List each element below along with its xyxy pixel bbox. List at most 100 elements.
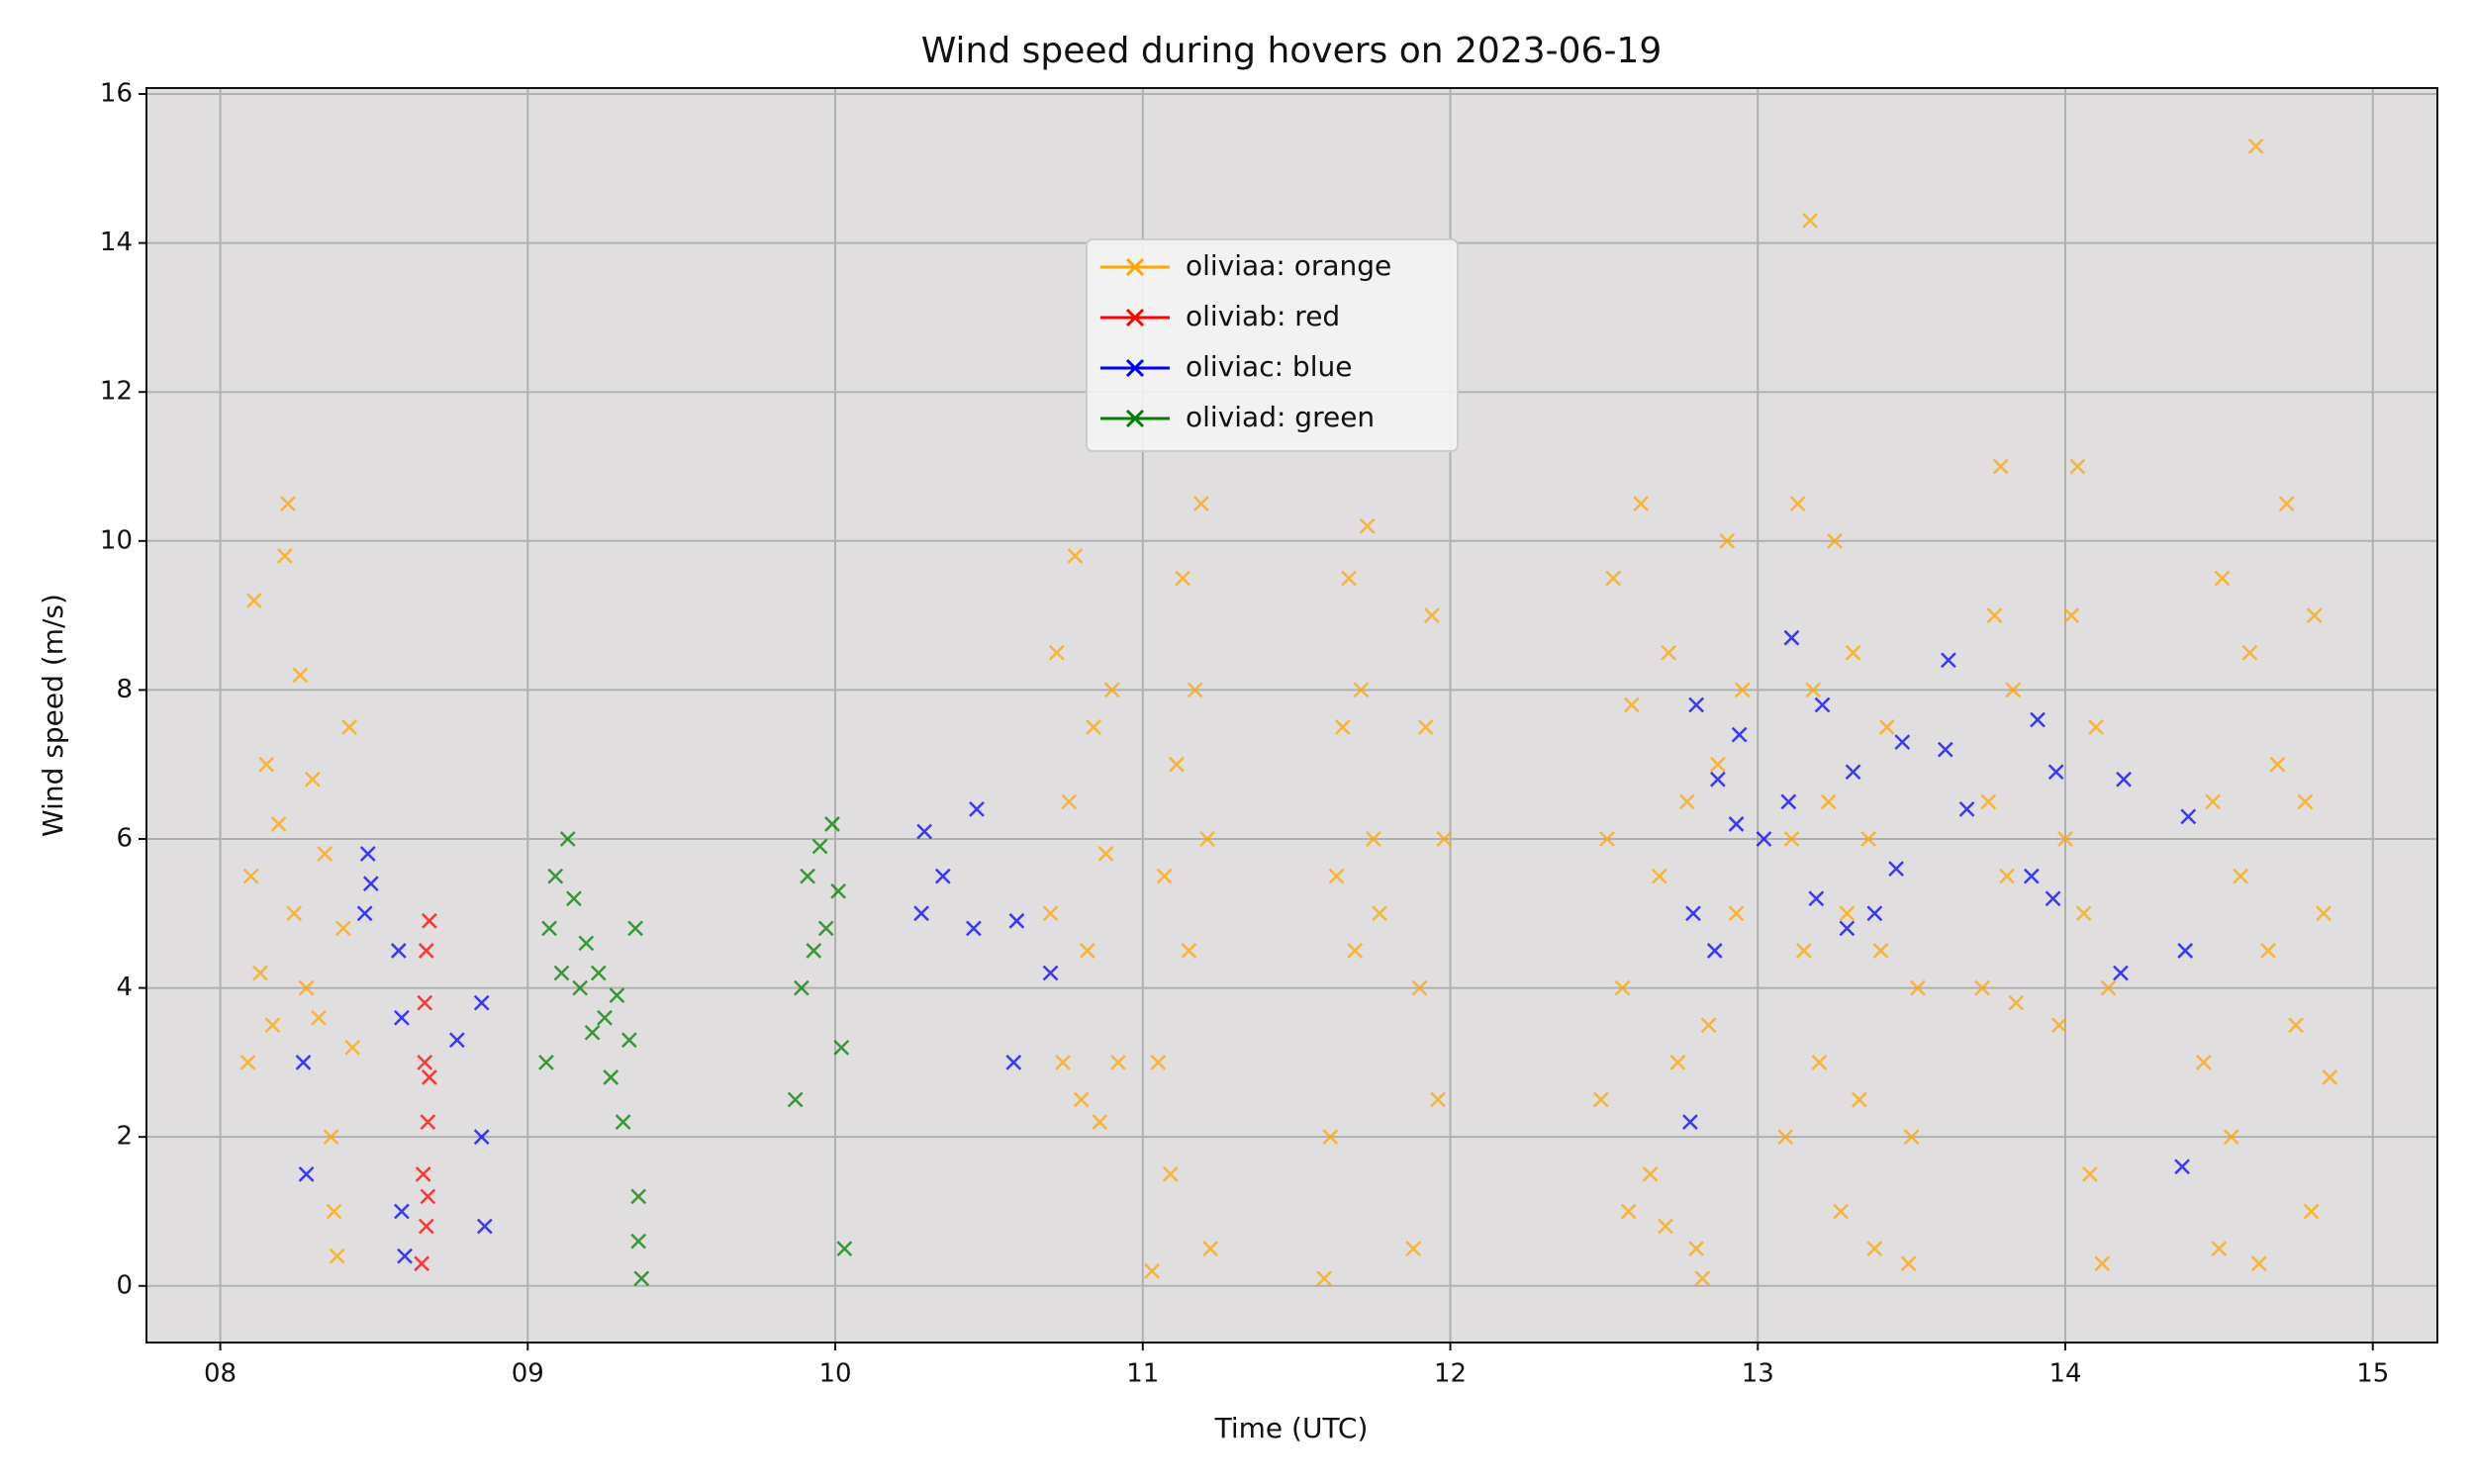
data-point	[1372, 905, 1387, 922]
data-point	[553, 965, 570, 981]
data-point	[1728, 905, 1745, 922]
data-point	[1150, 1054, 1167, 1070]
data-point	[1839, 920, 1856, 937]
data-point	[1599, 831, 1615, 847]
data-point	[245, 593, 262, 608]
data-point	[2180, 808, 2197, 825]
y-tick-label: 4	[116, 973, 133, 1002]
data-point	[2303, 1203, 2320, 1220]
data-point	[2241, 644, 2258, 661]
data-point	[2297, 793, 2314, 810]
data-point	[2306, 607, 2323, 623]
data-point	[572, 979, 589, 996]
data-point	[1430, 1091, 1446, 1108]
data-point	[1199, 831, 1215, 847]
data-point	[811, 838, 828, 855]
data-point	[966, 920, 982, 937]
x-tick-label: 15	[2356, 1359, 2389, 1389]
data-point	[2223, 1129, 2239, 1146]
x-tick-label: 11	[1126, 1359, 1159, 1389]
data-point	[362, 876, 379, 892]
legend-label: oliviac: blue	[1186, 350, 1352, 383]
data-point	[2069, 458, 2086, 475]
data-point	[2050, 1017, 2067, 1034]
data-point	[603, 1069, 619, 1085]
data-point	[1839, 905, 1856, 922]
data-point	[1888, 861, 1904, 877]
data-point	[1103, 682, 1120, 698]
data-point	[538, 1054, 554, 1070]
data-point	[913, 905, 929, 922]
data-point	[1042, 905, 1059, 922]
data-point	[1365, 831, 1381, 847]
data-point	[298, 979, 315, 996]
data-point	[1734, 682, 1751, 698]
data-point	[1316, 1270, 1333, 1287]
data-point	[566, 890, 582, 907]
data-point	[421, 912, 437, 929]
data-point	[2005, 682, 2022, 698]
data-point	[2278, 496, 2295, 512]
legend-label: oliviab: red	[1186, 300, 1340, 332]
data-point	[448, 1032, 465, 1049]
data-point	[1424, 607, 1440, 623]
data-point	[2205, 793, 2222, 810]
data-point	[1986, 607, 2003, 623]
data-point	[1833, 1203, 1850, 1220]
legend-marker	[1125, 308, 1145, 327]
data-point	[1709, 771, 1726, 788]
data-point	[414, 1255, 429, 1272]
x-tick-label: 09	[512, 1359, 544, 1389]
x-tick-label: 12	[1434, 1359, 1467, 1389]
data-point	[1614, 979, 1631, 996]
data-point	[473, 1129, 490, 1146]
data-point	[1980, 793, 1997, 810]
data-point	[2247, 138, 2264, 154]
data-point	[824, 816, 840, 832]
data-point	[1909, 979, 1926, 996]
data-point	[1894, 734, 1911, 750]
legend-label: oliviad: green	[1186, 401, 1375, 433]
data-point	[1661, 644, 1677, 661]
data-point	[1192, 496, 1209, 512]
data-point	[1411, 979, 1428, 996]
data-point	[1685, 905, 1701, 922]
marks	[239, 138, 2338, 1287]
data-point	[1405, 1241, 1422, 1257]
data-point	[2094, 1255, 2111, 1272]
data-point	[1974, 979, 1990, 996]
data-point	[1780, 793, 1797, 810]
data-point	[1731, 726, 1748, 743]
data-point	[830, 882, 847, 899]
data-point	[597, 1009, 613, 1026]
data-point	[2250, 1255, 2267, 1272]
data-point	[630, 1188, 647, 1205]
data-point	[1347, 943, 1364, 959]
data-point	[415, 1165, 431, 1182]
data-point	[541, 920, 557, 937]
data-point	[292, 667, 309, 684]
data-point	[476, 1218, 493, 1235]
data-point	[473, 994, 490, 1011]
data-point	[1795, 943, 1812, 959]
data-point	[317, 846, 333, 862]
data-point	[1633, 496, 1650, 512]
data-point	[323, 1129, 339, 1146]
data-point	[806, 943, 822, 959]
data-point	[1658, 1218, 1673, 1235]
data-point	[2045, 890, 2061, 907]
data-point	[547, 868, 564, 884]
data-point	[793, 979, 809, 996]
data-point	[1353, 682, 1370, 698]
data-point	[1682, 1114, 1698, 1131]
data-point	[418, 1218, 434, 1235]
data-point	[1688, 696, 1705, 713]
data-point	[1805, 682, 1822, 698]
data-point	[1620, 1203, 1637, 1220]
data-point	[1789, 496, 1806, 512]
data-point	[418, 943, 434, 959]
y-tick-label: 12	[100, 377, 133, 407]
data-point	[620, 1032, 637, 1049]
data-point	[1169, 756, 1185, 773]
data-point	[1678, 793, 1695, 810]
